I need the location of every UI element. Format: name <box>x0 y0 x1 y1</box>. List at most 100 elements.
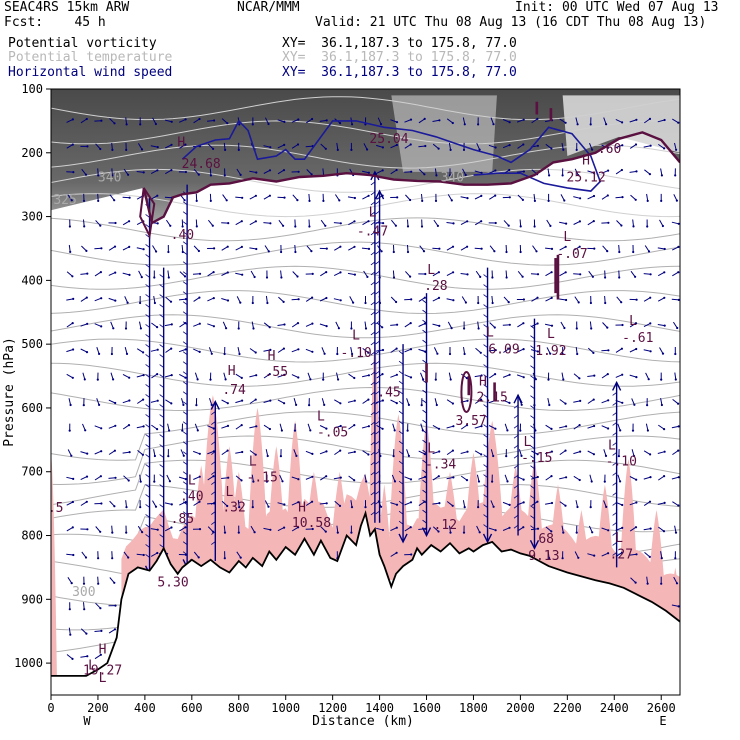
wind-vector <box>488 527 496 531</box>
wind-vector <box>560 194 565 201</box>
wind-vector-head <box>409 526 412 529</box>
wind-vector-head <box>522 478 525 481</box>
wind-jet-barb <box>159 424 164 428</box>
wind-vector <box>292 194 298 201</box>
wind-jet-barb <box>513 464 519 469</box>
wind-vector-head <box>409 501 413 504</box>
wind-vector-head <box>576 505 579 509</box>
wind-vector <box>235 272 243 276</box>
annotation-label: 1.92 <box>535 344 566 359</box>
wind-vector <box>322 168 325 176</box>
wind-vector-head <box>564 245 567 248</box>
wind-vector-head <box>265 276 269 279</box>
annotation-label: .28 <box>424 279 447 294</box>
wind-vector-head <box>550 450 554 453</box>
wind-vector-head <box>675 199 679 202</box>
wind-vector-head <box>607 427 610 430</box>
wind-vector-head <box>350 148 353 151</box>
wind-vector <box>95 143 101 150</box>
wind-vector-head <box>424 475 427 478</box>
wind-vector <box>138 270 143 278</box>
wind-vector <box>407 244 409 253</box>
wind-vector <box>291 119 299 123</box>
wind-vector <box>616 220 622 226</box>
wind-vector <box>265 295 268 304</box>
wind-vector-head <box>522 322 525 325</box>
wind-vector <box>80 501 88 506</box>
forecast-hour: Fcst: 45 h <box>4 15 106 30</box>
wind-vector-head <box>198 528 202 531</box>
wind-jet-barb <box>159 364 164 368</box>
wind-vector-head <box>578 478 581 482</box>
wind-vector <box>531 297 538 302</box>
wind-vector-head <box>395 300 398 304</box>
wind-jet-barb <box>513 424 519 429</box>
wind-jet-barb <box>159 274 164 278</box>
wind-jet-barb <box>483 404 488 408</box>
wind-vector <box>460 220 468 226</box>
wind-jet-barb <box>375 220 380 225</box>
wind-vector <box>291 298 299 301</box>
wind-vector-head <box>153 301 156 305</box>
wind-jet-barb <box>375 290 380 295</box>
wind-vector <box>66 501 74 506</box>
wind-vector-head <box>72 553 75 557</box>
wind-vector-head <box>142 171 145 174</box>
wind-vector-head <box>154 122 157 126</box>
x-tick-label: 1600 <box>412 701 441 715</box>
wind-vector-head <box>522 118 525 121</box>
wind-vector <box>291 526 299 532</box>
annotation-label: 9.13 <box>528 549 559 564</box>
wind-vector <box>122 220 130 226</box>
wind-vector-head <box>550 271 553 274</box>
wind-jet-barb <box>530 485 535 489</box>
wind-vector-head <box>153 454 156 458</box>
wind-vector-head <box>366 148 369 151</box>
wind-jet-barb <box>182 521 188 526</box>
wind-vector <box>336 142 339 150</box>
wind-jet-barb <box>375 270 380 275</box>
wind-vector-head <box>536 453 539 456</box>
wind-jet-barb <box>159 284 164 288</box>
annotation-label: L <box>547 327 555 342</box>
wind-vector-head <box>141 453 144 456</box>
annotation-label: 5.30 <box>157 576 188 591</box>
wind-vector-head <box>268 194 271 197</box>
wind-vector <box>418 323 426 327</box>
wind-vector-head <box>410 553 413 556</box>
theta-contour <box>51 168 680 193</box>
wind-vector-head <box>153 480 156 483</box>
wind-vector <box>193 118 200 124</box>
wind-vector-head <box>267 250 270 253</box>
wind-vector <box>432 247 440 250</box>
wind-vector-head <box>438 324 441 327</box>
wind-vector <box>80 655 88 658</box>
wind-vector <box>672 399 679 405</box>
wind-vector <box>517 194 524 201</box>
annotation-label: L <box>486 326 494 341</box>
wind-vector-head <box>477 327 480 330</box>
wind-vector-head <box>170 347 173 350</box>
wind-vector <box>390 169 397 175</box>
wind-vector-head <box>96 378 99 381</box>
wind-vector-head <box>579 450 582 453</box>
wind-vector <box>181 398 184 406</box>
wind-jet-barb <box>375 360 380 365</box>
wind-vector <box>629 476 637 481</box>
wind-vector-head <box>170 374 173 377</box>
wind-vector-head <box>114 476 117 479</box>
wind-vector <box>489 322 496 328</box>
wind-vector <box>632 219 634 227</box>
wind-vector-head <box>662 530 666 533</box>
wind-vector <box>418 118 425 124</box>
wind-vector <box>108 628 116 634</box>
wind-vector-head <box>237 148 240 151</box>
wind-jet-barb <box>370 291 376 296</box>
wind-vector <box>657 451 665 454</box>
wind-vector-head <box>100 502 103 505</box>
wind-vector-head <box>325 325 328 328</box>
plot-frame <box>50 88 681 696</box>
wind-jet-barb <box>375 450 380 455</box>
wind-vector <box>249 220 257 226</box>
wind-vector-head <box>211 530 215 533</box>
